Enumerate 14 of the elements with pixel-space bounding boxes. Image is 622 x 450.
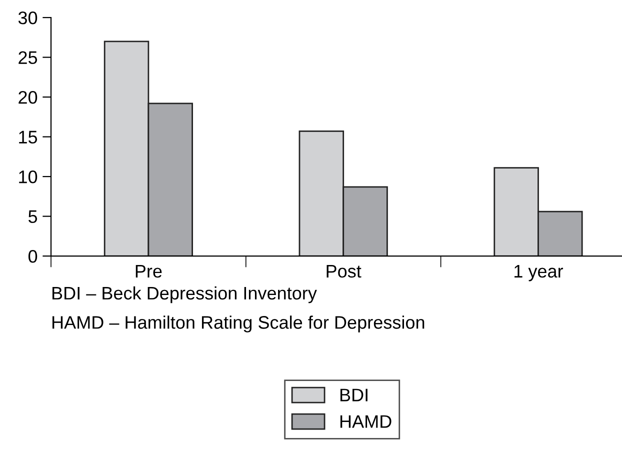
y-tick-label: 0 [28,250,38,263]
y-tick-label: 20 [18,90,38,104]
y-tick-label: 15 [19,130,38,144]
y-tick-label: 10 [19,170,38,184]
y-tick-label: 5 [28,210,38,224]
x-tick-label: Pre [136,265,162,278]
x-tick-label: Post [326,265,362,278]
legend-label: BDI [340,388,368,402]
x-tick-label: 1 year [514,265,564,282]
y-tick-label: 25 [18,51,38,64]
text: HAMD – Hamilton Rating Scale for Depression [52,316,424,332]
legend-label: HAMD [340,415,392,428]
text: BDI – Beck Depression Inventory [52,286,317,304]
y-tick-label: 30 [18,11,38,24]
